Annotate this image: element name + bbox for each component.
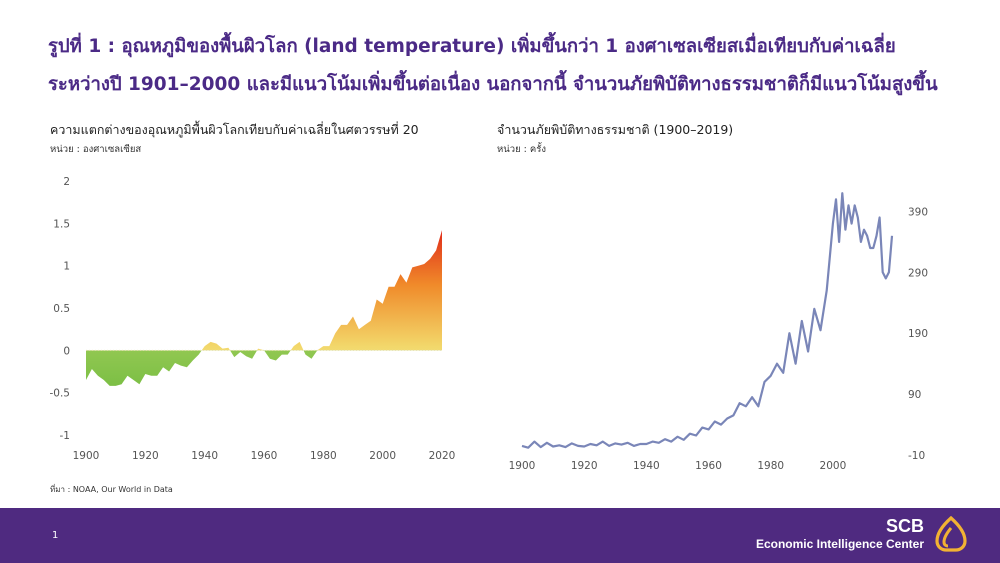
y-tick-label: 390 bbox=[908, 206, 928, 218]
y-tick-label: 1 bbox=[63, 261, 70, 273]
y-tick-label: -10 bbox=[908, 450, 925, 462]
y-tick-label: 90 bbox=[908, 389, 921, 401]
disaster-series-line bbox=[521, 192, 894, 449]
x-tick-label: 1900 bbox=[73, 450, 100, 462]
x-tick-label: 1960 bbox=[251, 450, 278, 462]
brand-subtitle: Economic Intelligence Center bbox=[755, 537, 924, 551]
x-tick-label: 1940 bbox=[191, 450, 218, 462]
left-chart-title: ความแตกต่างของอุณหภูมิพื้นผิวโลกเทียบกับ… bbox=[50, 122, 419, 137]
y-tick-label: 1.5 bbox=[53, 218, 70, 230]
x-tick-label: 1940 bbox=[633, 460, 660, 470]
temperature-warm-area bbox=[86, 230, 442, 351]
scb-logo-icon bbox=[935, 516, 967, 552]
footer-bar: 1 SCB Economic Intelligence Center bbox=[0, 508, 1000, 563]
brand-name: SCB bbox=[885, 516, 924, 536]
title-line-1: รูปที่ 1 : อุณหภูมิของพื้นผิวโลก (land t… bbox=[48, 36, 896, 57]
page-number: 1 bbox=[52, 530, 59, 541]
x-tick-label: 1920 bbox=[132, 450, 159, 462]
y-tick-label: 190 bbox=[908, 328, 928, 340]
y-tick-label: 290 bbox=[908, 267, 928, 279]
left-chart-unit: หน่วย : องศาเซลเซียส bbox=[50, 144, 142, 155]
x-tick-label: 2000 bbox=[820, 460, 847, 470]
slide-title: รูปที่ 1 : อุณหภูมิของพื้นผิวโลก (land t… bbox=[48, 28, 978, 104]
title-line-2: ระหว่างปี 1901–2000 และมีแนวโน้มเพิ่มขึ้… bbox=[48, 74, 938, 95]
x-tick-label: 2000 bbox=[369, 450, 396, 462]
right-chart-unit: หน่วย : ครั้ง bbox=[497, 144, 546, 155]
disaster-line-chart: 390 290 190 90 -10 1900 1920 1940 1960 1980 2000 bbox=[509, 192, 928, 470]
source-note: ที่มา : NOAA, Our World in Data bbox=[50, 485, 173, 494]
x-tick-label: 1900 bbox=[509, 460, 536, 470]
y-tick-label: 0.5 bbox=[53, 303, 70, 315]
y-tick-label: -0.5 bbox=[50, 388, 71, 400]
x-tick-label: 2020 bbox=[429, 450, 456, 462]
y-tick-label: -1 bbox=[60, 430, 70, 442]
x-tick-label: 1920 bbox=[571, 460, 598, 470]
right-chart-title: จำนวนภัยพิบัติทางธรรมชาติ (1900–2019) bbox=[497, 122, 734, 137]
y-tick-label: 2 bbox=[63, 176, 70, 188]
x-tick-label: 1980 bbox=[310, 450, 337, 462]
temperature-area-chart: 2 1.5 1 0.5 0 -0.5 -1 1900 1920 1940 1960 1980 2000… bbox=[50, 176, 456, 462]
x-tick-label: 1980 bbox=[757, 460, 784, 470]
temperature-cool-area bbox=[86, 350, 318, 386]
x-tick-label: 1960 bbox=[695, 460, 722, 470]
y-tick-label: 0 bbox=[63, 345, 70, 357]
